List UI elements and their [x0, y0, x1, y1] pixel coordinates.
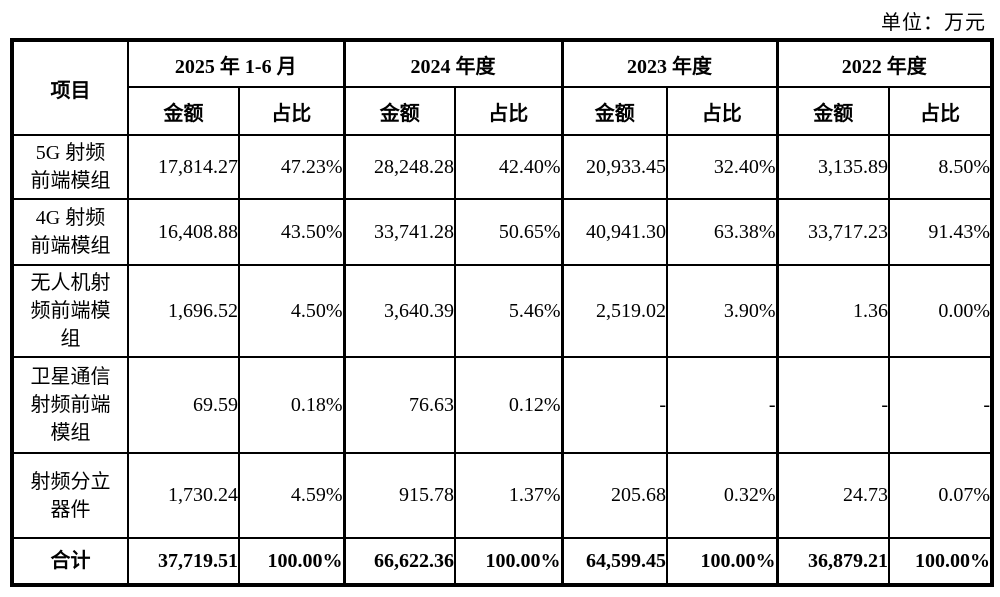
ratio-cell: 63.38% [666, 198, 779, 266]
ratio-cell: 4.50% [237, 264, 346, 358]
amount-cell: 28,248.28 [342, 134, 457, 200]
period-header-2022: 2022 年度 [775, 39, 994, 88]
ratio-cell: 4.59% [237, 452, 346, 539]
ratio-cell: 47.23% [237, 134, 346, 200]
period-header-2023: 2023 年度 [560, 39, 779, 88]
amount-cell: 76.63 [342, 356, 457, 454]
row-label: 卫星通信 射频前端 模组 [11, 356, 129, 454]
ratio-cell: 0.00% [888, 264, 994, 358]
ratio-cell: 0.32% [666, 452, 779, 539]
ratio-cell: 50.65% [454, 198, 564, 266]
amount-cell: 1,696.52 [127, 264, 240, 358]
ratio-cell: 0.12% [454, 356, 564, 454]
ratio-header: 占比 [237, 86, 346, 136]
ratio-cell: 32.40% [666, 134, 779, 200]
ratio-cell: 1.37% [454, 452, 564, 539]
row-label: 5G 射频 前端模组 [11, 134, 129, 200]
ratio-cell: - [666, 356, 779, 454]
ratio-cell: 100.00% [454, 537, 564, 586]
ratio-header: 占比 [454, 86, 564, 136]
ratio-cell: 5.46% [454, 264, 564, 358]
table-row-total: 合计 37,719.51 100.00% 66,622.36 100.00% 6… [11, 537, 994, 586]
amount-cell: 205.68 [560, 452, 669, 539]
amount-cell: 16,408.88 [127, 198, 240, 266]
ratio-header: 占比 [666, 86, 779, 136]
ratio-cell: 0.18% [237, 356, 346, 454]
period-header-2024: 2024 年度 [342, 39, 564, 88]
amount-header: 金额 [775, 86, 891, 136]
revenue-breakdown-table: 项目 2025 年 1-6 月 2024 年度 2023 年度 2022 年度 … [10, 38, 995, 587]
row-label: 4G 射频 前端模组 [11, 198, 129, 266]
row-label: 无人机射 频前端模 组 [11, 264, 129, 358]
ratio-cell: 100.00% [237, 537, 346, 586]
amount-cell: - [560, 356, 669, 454]
amount-cell: 1.36 [775, 264, 891, 358]
amount-cell: 17,814.27 [127, 134, 240, 200]
total-label: 合计 [11, 537, 129, 586]
amount-cell: 915.78 [342, 452, 457, 539]
table-row-4g-rf-module: 4G 射频 前端模组 16,408.88 43.50% 33,741.28 50… [11, 198, 994, 266]
amount-cell: 37,719.51 [127, 537, 240, 586]
ratio-cell: 42.40% [454, 134, 564, 200]
table-row-satellite-rf-module: 卫星通信 射频前端 模组 69.59 0.18% 76.63 0.12% - -… [11, 356, 994, 454]
amount-cell: 3,640.39 [342, 264, 457, 358]
amount-cell: 3,135.89 [775, 134, 891, 200]
unit-label: 单位：万元 [881, 12, 986, 34]
amount-cell: - [775, 356, 891, 454]
amount-cell: 36,879.21 [775, 537, 891, 586]
amount-cell: 69.59 [127, 356, 240, 454]
amount-cell: 64,599.45 [560, 537, 669, 586]
ratio-header: 占比 [888, 86, 994, 136]
amount-header: 金额 [342, 86, 457, 136]
amount-cell: 33,741.28 [342, 198, 457, 266]
item-column-header: 项目 [11, 39, 129, 136]
row-label: 射频分立 器件 [11, 452, 129, 539]
ratio-cell: 8.50% [888, 134, 994, 200]
amount-cell: 2,519.02 [560, 264, 669, 358]
amount-cell: 40,941.30 [560, 198, 669, 266]
amount-cell: 20,933.45 [560, 134, 669, 200]
ratio-cell: 3.90% [666, 264, 779, 358]
ratio-cell: - [888, 356, 994, 454]
table-row-drone-rf-module: 无人机射 频前端模 组 1,696.52 4.50% 3,640.39 5.46… [11, 264, 994, 358]
amount-cell: 24.73 [775, 452, 891, 539]
amount-cell: 1,730.24 [127, 452, 240, 539]
period-header-2025h1: 2025 年 1-6 月 [126, 39, 346, 88]
amount-header: 金额 [560, 86, 669, 136]
table-row-5g-rf-module: 5G 射频 前端模组 17,814.27 47.23% 28,248.28 42… [11, 134, 994, 200]
ratio-cell: 43.50% [237, 198, 346, 266]
amount-cell: 33,717.23 [775, 198, 891, 266]
ratio-cell: 0.07% [888, 452, 994, 539]
ratio-cell: 100.00% [888, 537, 994, 586]
table-row-rf-discrete-devices: 射频分立 器件 1,730.24 4.59% 915.78 1.37% 205.… [11, 452, 994, 539]
ratio-cell: 100.00% [666, 537, 779, 586]
amount-header: 金额 [127, 86, 240, 136]
amount-cell: 66,622.36 [342, 537, 457, 586]
ratio-cell: 91.43% [888, 198, 994, 266]
